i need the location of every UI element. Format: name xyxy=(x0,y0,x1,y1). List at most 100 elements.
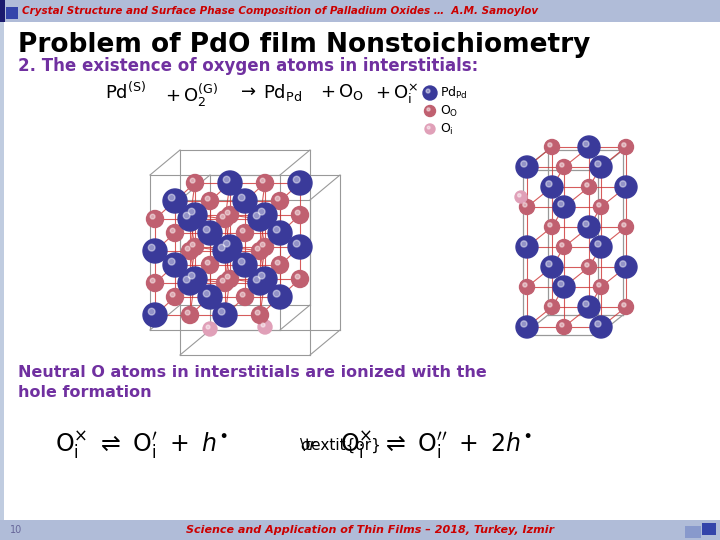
Circle shape xyxy=(178,207,202,231)
Circle shape xyxy=(225,210,230,215)
Circle shape xyxy=(582,179,596,194)
Circle shape xyxy=(202,192,218,210)
Circle shape xyxy=(163,253,187,277)
Circle shape xyxy=(217,274,233,292)
Circle shape xyxy=(623,264,626,267)
Text: or: or xyxy=(300,437,315,453)
Circle shape xyxy=(256,239,274,255)
Circle shape xyxy=(258,320,272,334)
Circle shape xyxy=(593,199,608,214)
Circle shape xyxy=(183,267,207,291)
Circle shape xyxy=(220,214,225,219)
Circle shape xyxy=(248,207,272,231)
Circle shape xyxy=(218,235,242,259)
Circle shape xyxy=(582,141,589,147)
Circle shape xyxy=(295,274,300,279)
Circle shape xyxy=(190,178,195,183)
Circle shape xyxy=(256,310,260,315)
Circle shape xyxy=(203,322,217,336)
Text: $\mathrm{Pd_{Pd}}$: $\mathrm{Pd_{Pd}}$ xyxy=(440,85,468,101)
Circle shape xyxy=(292,271,308,287)
Circle shape xyxy=(218,171,242,195)
Circle shape xyxy=(597,283,601,287)
Circle shape xyxy=(557,159,572,174)
Circle shape xyxy=(560,243,564,247)
Circle shape xyxy=(597,203,601,207)
Circle shape xyxy=(268,221,292,245)
Circle shape xyxy=(168,258,175,265)
Circle shape xyxy=(170,228,175,233)
FancyBboxPatch shape xyxy=(702,523,716,535)
Circle shape xyxy=(578,136,600,158)
Circle shape xyxy=(275,196,280,201)
Circle shape xyxy=(258,208,265,215)
Circle shape xyxy=(213,303,237,327)
FancyBboxPatch shape xyxy=(0,0,5,22)
Circle shape xyxy=(186,239,204,255)
Text: $\mathrm{O_i^{\times}\ \rightleftharpoons\ O_i^{\prime\prime}\ +\ 2\mathit{h}^{\: $\mathrm{O_i^{\times}\ \rightleftharpoon… xyxy=(340,429,532,461)
Circle shape xyxy=(553,196,575,218)
Circle shape xyxy=(295,210,300,215)
Circle shape xyxy=(251,242,269,260)
Circle shape xyxy=(548,303,552,307)
Circle shape xyxy=(238,258,245,265)
Circle shape xyxy=(544,139,559,154)
Circle shape xyxy=(582,301,589,307)
Text: $\mathrm{O_O}$: $\mathrm{O_O}$ xyxy=(440,104,459,119)
Circle shape xyxy=(148,244,155,251)
Text: Problem of PdO film Nonstoichiometry: Problem of PdO film Nonstoichiometry xyxy=(18,32,590,58)
Circle shape xyxy=(218,308,225,315)
Circle shape xyxy=(518,194,521,197)
Circle shape xyxy=(622,143,626,147)
Circle shape xyxy=(585,183,589,187)
Circle shape xyxy=(253,212,260,219)
Circle shape xyxy=(293,176,300,183)
Circle shape xyxy=(548,223,552,227)
Circle shape xyxy=(615,256,637,278)
Circle shape xyxy=(271,256,289,273)
Circle shape xyxy=(198,285,222,309)
Circle shape xyxy=(293,240,300,247)
Circle shape xyxy=(425,105,436,117)
Circle shape xyxy=(292,206,308,224)
Text: $+ \, \mathrm{O_O}$: $+ \, \mathrm{O_O}$ xyxy=(320,82,364,102)
Circle shape xyxy=(236,288,253,306)
Circle shape xyxy=(178,271,202,295)
Circle shape xyxy=(593,280,608,294)
Circle shape xyxy=(541,176,563,198)
Circle shape xyxy=(620,181,626,187)
Circle shape xyxy=(223,240,230,247)
Circle shape xyxy=(205,196,210,201)
Circle shape xyxy=(595,241,601,247)
Circle shape xyxy=(183,203,207,227)
Circle shape xyxy=(240,292,245,297)
Circle shape xyxy=(256,174,274,192)
Circle shape xyxy=(425,124,435,134)
Text: $\mathrm{O_i}$: $\mathrm{O_i}$ xyxy=(440,122,454,137)
Circle shape xyxy=(541,256,563,278)
Circle shape xyxy=(163,189,187,213)
Text: $+ \, \mathrm{O_i^{\times}}$: $+ \, \mathrm{O_i^{\times}}$ xyxy=(375,82,418,106)
Circle shape xyxy=(516,316,538,338)
Circle shape xyxy=(185,310,190,315)
Circle shape xyxy=(188,272,195,279)
Text: $+ \, \mathrm{O_2^{(G)}}$: $+ \, \mathrm{O_2^{(G)}}$ xyxy=(165,82,218,109)
Circle shape xyxy=(585,263,589,267)
Text: $\mathrm{Pd_{Pd}}$: $\mathrm{Pd_{Pd}}$ xyxy=(263,82,302,103)
Circle shape xyxy=(558,201,564,207)
Circle shape xyxy=(253,276,260,283)
Circle shape xyxy=(198,221,222,245)
Circle shape xyxy=(520,199,534,214)
Circle shape xyxy=(150,278,155,283)
Circle shape xyxy=(521,161,527,167)
FancyBboxPatch shape xyxy=(0,520,720,540)
Circle shape xyxy=(578,216,600,238)
Circle shape xyxy=(544,300,559,314)
Circle shape xyxy=(590,156,612,178)
Text: 2. The existence of oxygen atoms in interstitials:: 2. The existence of oxygen atoms in inte… xyxy=(18,57,478,75)
Circle shape xyxy=(271,192,289,210)
Circle shape xyxy=(590,236,612,258)
Circle shape xyxy=(288,171,312,195)
Circle shape xyxy=(516,156,538,178)
Circle shape xyxy=(240,228,245,233)
